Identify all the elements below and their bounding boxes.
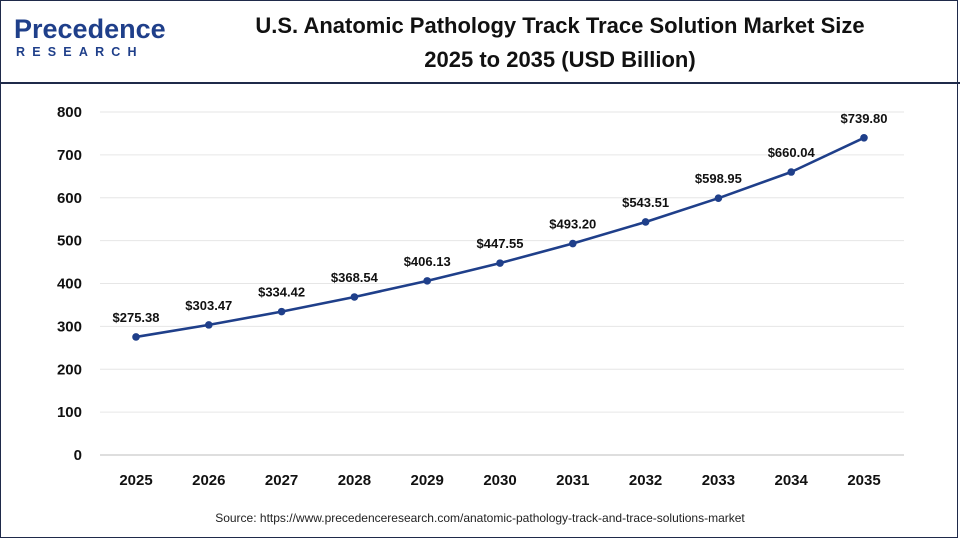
x-axis: 2025 2026 2027 2028 2029 2030 2031 2032 2033 2034… (100, 454, 904, 489)
logo-name: recedence (32, 14, 166, 44)
data-label: $368.54 (331, 270, 379, 285)
data-point (350, 293, 359, 301)
x-tick-label: 2029 (411, 472, 444, 489)
source-note: Source: https://www.precedenceresearch.c… (215, 511, 745, 525)
data-label: $543.51 (622, 195, 669, 210)
y-tick-label: 600 (57, 190, 82, 207)
y-tick-label: 700 (57, 147, 82, 164)
y-tick-label: 100 (57, 404, 82, 421)
data-point (787, 168, 795, 176)
data-point (132, 333, 140, 341)
data-point (860, 134, 868, 142)
data-point (277, 307, 286, 316)
data-point (569, 239, 577, 248)
y-axis: 0 100 200 300 400 500 600 700 800 (57, 104, 82, 464)
chart-title-line2: 2025 to 2035 (USD Billion) (424, 47, 696, 72)
data-label: $303.47 (185, 298, 232, 313)
data-label: $660.04 (768, 145, 816, 160)
data-point (423, 277, 432, 285)
data-label: $493.20 (549, 217, 596, 232)
y-tick-label: 400 (57, 276, 82, 293)
x-tick-label: 2033 (702, 472, 735, 489)
data-point (205, 321, 213, 329)
data-points (132, 134, 868, 341)
header: Precedence RESEARCH U.S. Anatomic Pathol… (0, 0, 960, 84)
data-label: $406.13 (404, 254, 451, 269)
x-tick-label: 2031 (556, 472, 589, 489)
x-tick-label: 2030 (483, 472, 516, 489)
x-tick-label: 2026 (192, 472, 225, 489)
data-label: $334.42 (258, 285, 305, 300)
data-label: $275.38 (113, 310, 160, 325)
data-label: $447.55 (477, 236, 524, 251)
chart-title-line1: U.S. Anatomic Pathology Track Trace Solu… (255, 13, 865, 38)
gridlines (100, 111, 904, 413)
data-point (714, 194, 723, 203)
data-labels: $275.38 $303.47 $334.42 $368.54 $406.13 $447.… (113, 111, 888, 325)
logo-subtitle: RESEARCH (16, 45, 144, 59)
logo-initial: P (14, 14, 33, 44)
x-tick-label: 2032 (629, 472, 662, 489)
y-tick-label: 500 (57, 233, 82, 250)
y-tick-label: 800 (57, 104, 82, 121)
data-label: $739.80 (841, 111, 888, 126)
data-point (496, 259, 504, 267)
x-tick-label: 2027 (265, 472, 298, 489)
x-tick-label: 2034 (775, 472, 809, 489)
logo-wordmark: Precedence (14, 14, 166, 45)
data-point (641, 218, 650, 226)
y-tick-label: 300 (57, 318, 82, 335)
x-tick-label: 2028 (338, 472, 371, 489)
y-tick-label: 200 (57, 361, 82, 378)
y-tick-label: 0 (74, 447, 82, 464)
x-tick-label: 2025 (119, 472, 152, 489)
precedence-research-logo: Precedence RESEARCH (14, 12, 166, 64)
x-tick-label: 2035 (847, 472, 880, 489)
data-label: $598.95 (695, 171, 742, 186)
